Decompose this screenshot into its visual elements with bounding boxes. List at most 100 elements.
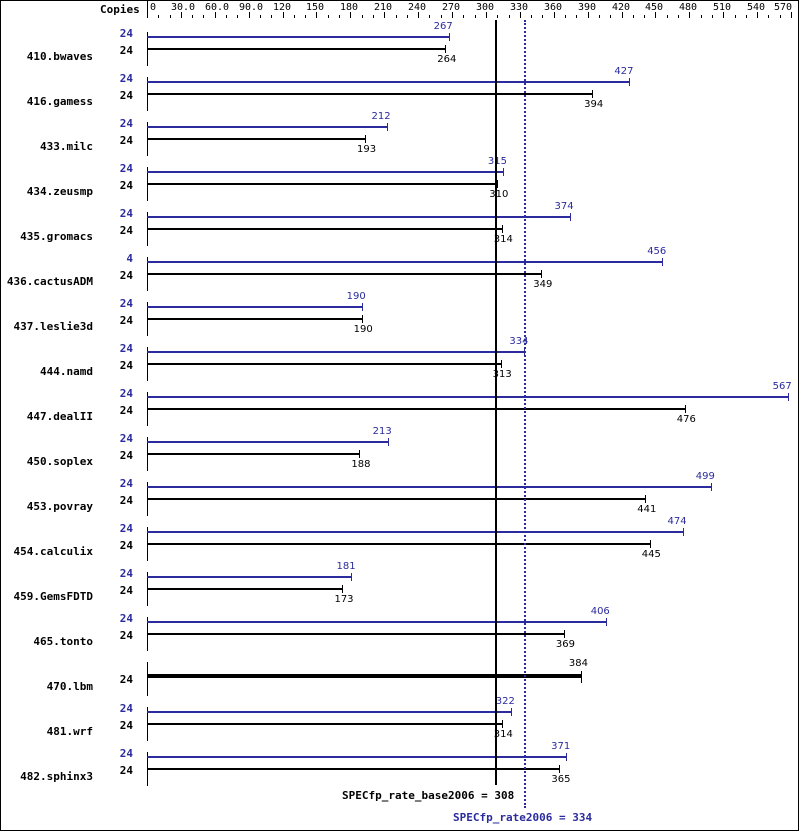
benchmark-label: 444.namd <box>40 365 93 378</box>
minor-tick <box>192 15 193 18</box>
minor-tick <box>226 15 227 18</box>
base-copies: 24 <box>119 224 133 237</box>
base-copies: 24 <box>119 584 133 597</box>
peak-value: 456 <box>647 246 667 257</box>
major-tick <box>588 12 589 18</box>
benchmark-label: 410.bwaves <box>26 50 93 63</box>
peak-cap <box>605 618 607 626</box>
base-bar <box>147 588 343 590</box>
base-bar <box>147 318 362 320</box>
peak-copies: 24 <box>119 432 133 445</box>
peak-cap <box>566 753 568 761</box>
benchmark-label: 453.povray <box>26 500 93 513</box>
base-value: 365 <box>551 774 571 785</box>
peak-cap <box>448 33 450 41</box>
peak-value: 213 <box>372 426 392 437</box>
tick-label: 450 <box>645 2 664 13</box>
peak-copies: 24 <box>119 342 133 355</box>
minor-tick <box>780 15 781 18</box>
peak-cap <box>510 708 512 716</box>
minor-tick <box>203 15 204 18</box>
peak-bar <box>147 36 449 38</box>
peak-bar <box>147 621 606 623</box>
base-bar <box>147 138 366 140</box>
peak-cap <box>386 123 388 131</box>
base-bar <box>147 273 542 275</box>
peak-copies: 24 <box>119 567 133 580</box>
major-tick <box>689 12 690 18</box>
minor-tick <box>678 15 679 18</box>
peak-copies: 4 <box>126 252 133 265</box>
minor-tick <box>260 15 261 18</box>
peak-copies: 24 <box>119 27 133 40</box>
base-value: 349 <box>533 279 553 290</box>
minor-tick <box>271 15 272 18</box>
tick-label: 330 <box>510 2 529 13</box>
minor-tick <box>599 15 600 18</box>
minor-tick <box>305 15 306 18</box>
peak-bar <box>147 261 663 263</box>
peak-value: 190 <box>346 291 366 302</box>
base-value: 193 <box>357 144 377 155</box>
peak-copies: 24 <box>119 207 133 220</box>
peak-cap <box>502 168 504 176</box>
base-bar <box>147 674 581 678</box>
peak-cap <box>387 438 389 446</box>
tick-label: 150 <box>306 2 325 13</box>
peak-bar <box>147 306 362 308</box>
base-bar <box>147 633 564 635</box>
major-tick <box>757 12 758 18</box>
base-value: 394 <box>584 99 604 110</box>
tick-label: 390 <box>578 2 597 13</box>
peak-value: 567 <box>772 381 792 392</box>
benchmark-label: 454.calculix <box>13 545 93 558</box>
tick-label: 420 <box>612 2 631 13</box>
base-bar <box>147 723 502 725</box>
major-tick <box>384 12 385 18</box>
tick-label: 60.0 <box>205 2 230 13</box>
tick-label: 210 <box>374 2 393 13</box>
base-bar <box>147 543 650 545</box>
benchmark-label: 434.zeusmp <box>26 185 93 198</box>
base-cap <box>580 671 582 683</box>
base-value: 188 <box>351 459 371 470</box>
major-tick <box>316 12 317 18</box>
major-tick <box>283 12 284 18</box>
benchmark-label: 470.lbm <box>46 680 93 693</box>
base-cap <box>645 495 647 503</box>
base-bar <box>147 93 593 95</box>
major-tick <box>723 12 724 18</box>
base-value: 264 <box>437 54 457 65</box>
peak-value: 267 <box>433 21 453 32</box>
base-copies: 24 <box>119 359 133 372</box>
major-tick <box>249 12 250 18</box>
row-start-line <box>147 662 148 696</box>
tick-label: 540 <box>747 2 766 13</box>
peak-cap <box>787 393 789 401</box>
base-copies: 24 <box>119 494 133 507</box>
peak-copies: 24 <box>119 702 133 715</box>
peak-copies: 24 <box>119 162 133 175</box>
minor-tick <box>294 15 295 18</box>
minor-tick <box>735 15 736 18</box>
minor-tick <box>429 15 430 18</box>
peak-cap <box>569 213 571 221</box>
major-tick <box>147 12 148 18</box>
benchmark-label: 465.tonto <box>33 635 93 648</box>
minor-tick <box>475 15 476 18</box>
base-copies: 24 <box>119 179 133 192</box>
peak-copies: 24 <box>119 297 133 310</box>
major-tick <box>486 12 487 18</box>
minor-tick <box>667 15 668 18</box>
base-copies: 24 <box>119 629 133 642</box>
peak-value: 499 <box>695 471 715 482</box>
peak-value: 334 <box>509 336 529 347</box>
base-bar <box>147 408 685 410</box>
minor-tick <box>396 15 397 18</box>
minor-tick <box>576 15 577 18</box>
minor-tick <box>362 15 363 18</box>
peak-copies: 24 <box>119 387 133 400</box>
peak-bar <box>147 396 788 398</box>
base-copies: 24 <box>119 314 133 327</box>
peak-copies: 24 <box>119 747 133 760</box>
